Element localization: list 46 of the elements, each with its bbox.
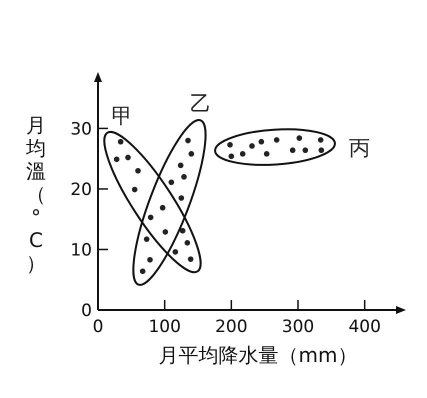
point — [135, 168, 141, 174]
point — [184, 240, 190, 246]
point — [228, 153, 234, 160]
point — [188, 151, 194, 157]
point — [249, 143, 255, 149]
point — [148, 214, 154, 220]
point — [264, 151, 270, 157]
point — [178, 162, 184, 168]
x-tick-label: 200 — [215, 317, 248, 337]
y-tick-label: 0 — [81, 301, 92, 321]
point — [181, 174, 187, 180]
y-tick-label: 30 — [70, 119, 92, 140]
point — [240, 151, 246, 157]
point — [140, 268, 146, 274]
point — [147, 256, 153, 263]
point — [302, 147, 308, 154]
point — [296, 135, 302, 141]
series-label: 丙 — [349, 136, 370, 160]
x-tick-label: 300 — [282, 317, 314, 337]
x-tick-label: 100 — [148, 317, 181, 337]
point — [227, 142, 233, 148]
point — [188, 256, 194, 262]
point — [178, 195, 184, 201]
point — [185, 138, 191, 144]
series-label: 甲 — [112, 104, 132, 128]
point — [132, 186, 138, 192]
point — [168, 179, 174, 186]
point — [274, 137, 280, 143]
y-tick-label: 10 — [70, 240, 92, 260]
series-label: 乙 — [190, 91, 212, 116]
point — [144, 236, 150, 242]
point — [160, 204, 166, 211]
x-axis-title: 月平均降水量（mm） — [158, 343, 358, 367]
point — [258, 138, 264, 145]
point — [162, 229, 168, 235]
y-axis-title: 月均溫（°C） — [25, 113, 46, 275]
y-tick-label: 20 — [70, 180, 92, 200]
point — [125, 154, 131, 160]
x-tick-label: 400 — [348, 317, 381, 337]
point — [290, 147, 296, 154]
point — [318, 137, 324, 143]
point — [114, 156, 120, 162]
point — [318, 147, 324, 154]
point — [172, 249, 178, 255]
point — [118, 138, 124, 145]
point — [180, 228, 186, 234]
